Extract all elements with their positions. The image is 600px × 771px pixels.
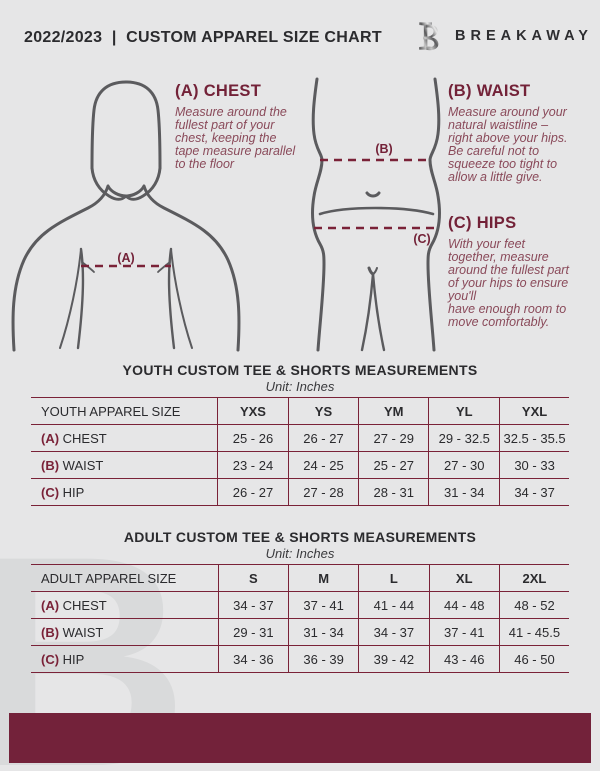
svg-text:(C): (C) xyxy=(413,232,430,246)
svg-text:(A): (A) xyxy=(117,251,134,265)
svg-text:(B): (B) xyxy=(375,142,392,156)
